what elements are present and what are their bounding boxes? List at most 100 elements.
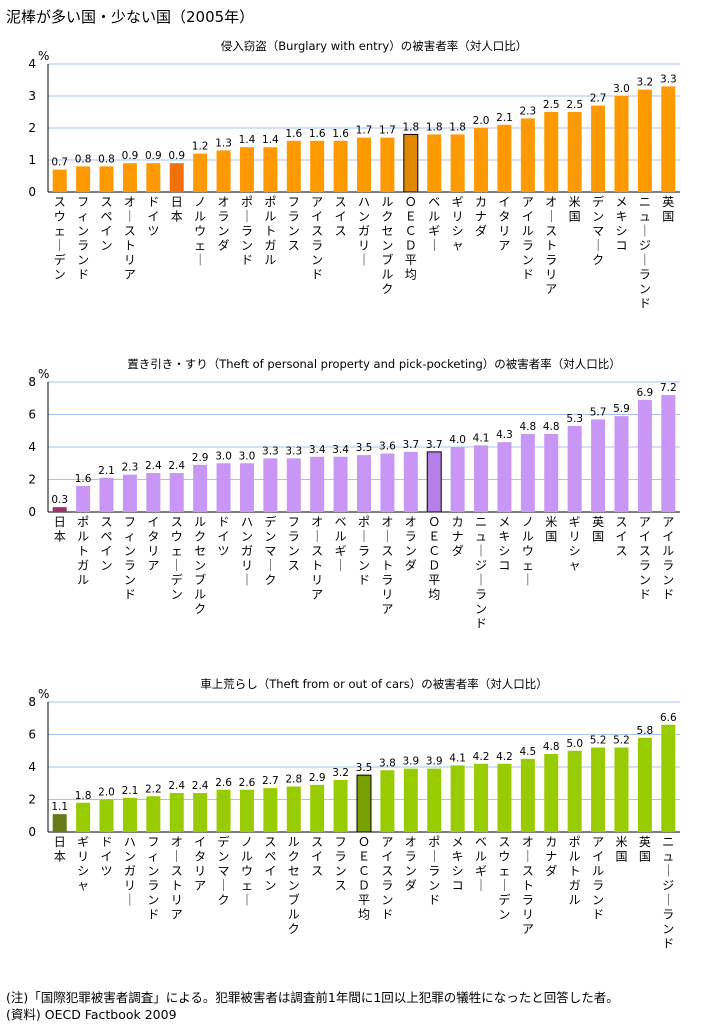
data-label: 3.7 xyxy=(402,439,419,451)
bar xyxy=(122,474,137,512)
bar xyxy=(216,150,231,192)
bar xyxy=(591,419,606,512)
data-label: 2.7 xyxy=(590,93,607,105)
x-tick-label: 日本 xyxy=(54,835,66,864)
bar xyxy=(497,124,512,192)
data-label: 3.5 xyxy=(356,762,373,774)
data-label: 2.1 xyxy=(496,112,513,124)
bar xyxy=(403,768,418,832)
x-tick-label: メキシコ xyxy=(452,835,464,893)
bar xyxy=(99,477,114,512)
x-tick-label: オランダ xyxy=(218,195,230,253)
data-label: 1.7 xyxy=(379,125,396,137)
x-tick-label: ハンガリ｜ xyxy=(241,515,253,587)
y-tick-label: 6 xyxy=(28,728,36,742)
bar xyxy=(169,473,184,512)
data-label: 2.5 xyxy=(566,99,583,111)
bar xyxy=(146,796,161,832)
x-tick-label: 米国 xyxy=(545,515,557,544)
bar xyxy=(76,166,91,192)
page-title: 泥棒が多い国・少ない国（2005年） xyxy=(6,8,255,26)
bar xyxy=(544,434,559,512)
bar xyxy=(380,137,395,192)
x-tick-label: ギリシャ xyxy=(452,195,464,253)
x-tick-label: ルクセンブルク xyxy=(288,835,300,936)
x-tick-label: オランダ xyxy=(405,515,417,573)
data-label: 6.6 xyxy=(660,712,677,724)
bar xyxy=(239,147,254,192)
x-tick-label: ニュ｜ジ｜ランド xyxy=(639,195,651,311)
data-label: 1.2 xyxy=(192,141,209,153)
data-label: 3.4 xyxy=(309,444,326,456)
data-label: 2.8 xyxy=(285,774,302,786)
x-tick-label: スイス xyxy=(311,835,323,878)
data-label: 0.8 xyxy=(98,153,115,165)
bar xyxy=(239,463,254,512)
y-tick-label: 8 xyxy=(28,695,36,709)
note-line: (注)「国際犯罪被害者調査」による。犯罪被害者は調査前1年間に1回以上犯罪の犠牲… xyxy=(6,990,619,1005)
data-label: 3.6 xyxy=(379,441,396,453)
data-label: 4.8 xyxy=(543,741,560,753)
notes: (注)「国際犯罪被害者調査」による。犯罪被害者は調査前1年間に1回以上犯罪の犠牲… xyxy=(6,989,619,1023)
data-label: 1.8 xyxy=(426,121,443,133)
bar xyxy=(52,814,67,832)
x-tick-label: ノルウェ｜ xyxy=(241,835,253,907)
bar xyxy=(591,747,606,832)
data-label: 0.9 xyxy=(145,150,162,162)
bar xyxy=(146,163,161,192)
chart-burglary: 侵入窃盗（Burglary with entry）の被害者率（対人口比）% 0 1 2… xyxy=(28,39,680,311)
bar xyxy=(333,456,348,512)
bar xyxy=(52,169,67,192)
bar xyxy=(357,455,371,512)
bar xyxy=(614,416,629,512)
x-tick-label: オ｜ストリア xyxy=(124,195,136,282)
x-tick-label: カナダ xyxy=(475,195,487,238)
data-label: 0.9 xyxy=(122,150,139,162)
bar xyxy=(497,442,512,512)
x-tick-label: イタリア xyxy=(498,195,510,253)
bar xyxy=(146,473,161,512)
x-tick-label: ポルトガル xyxy=(264,195,276,267)
data-label: 3.0 xyxy=(215,450,232,462)
data-label: 2.5 xyxy=(543,99,560,111)
data-label: 5.3 xyxy=(566,413,583,425)
x-tick-label: スイス xyxy=(615,515,627,558)
data-label: 2.1 xyxy=(98,465,115,477)
data-label: 3.3 xyxy=(285,445,302,457)
x-tick-label: ベルギ｜ xyxy=(428,195,440,253)
data-label: 0.7 xyxy=(51,157,68,169)
data-label: 1.3 xyxy=(215,137,232,149)
x-tick-label: 日本 xyxy=(54,515,66,544)
bar xyxy=(474,763,489,832)
bar xyxy=(122,797,137,832)
x-tick-label: フランス xyxy=(335,835,347,893)
data-label: 4.1 xyxy=(449,752,466,764)
x-tick-label: ポ｜ランド xyxy=(358,515,370,587)
bar xyxy=(427,134,442,192)
x-tick-label: ハンガリ｜ xyxy=(358,195,370,267)
data-label: 3.4 xyxy=(332,444,349,456)
y-axis-unit: % xyxy=(38,687,49,701)
bar xyxy=(310,456,325,512)
bar xyxy=(286,458,301,512)
data-label: 0.9 xyxy=(168,150,185,162)
data-label: 4.8 xyxy=(520,421,537,433)
bar xyxy=(76,802,91,832)
bar xyxy=(520,758,535,832)
data-label: 1.4 xyxy=(239,134,256,146)
bar xyxy=(450,765,465,832)
x-tick-label: ポルトガル xyxy=(569,835,581,907)
x-tick-label: オ｜ストリア xyxy=(171,835,183,922)
y-tick-label: 0 xyxy=(28,185,36,199)
bar xyxy=(310,784,325,832)
data-label: 3.7 xyxy=(426,439,443,451)
data-label: 0.8 xyxy=(75,153,92,165)
data-label: 2.9 xyxy=(309,772,326,784)
bar xyxy=(661,724,676,832)
bar xyxy=(637,89,652,192)
x-tick-label: オ｜ストラリア xyxy=(381,515,393,616)
y-axis-unit: % xyxy=(38,49,49,63)
x-tick-label: カナダ xyxy=(545,835,557,878)
x-tick-label: イタリア xyxy=(194,835,206,893)
data-label: 4.1 xyxy=(473,432,490,444)
